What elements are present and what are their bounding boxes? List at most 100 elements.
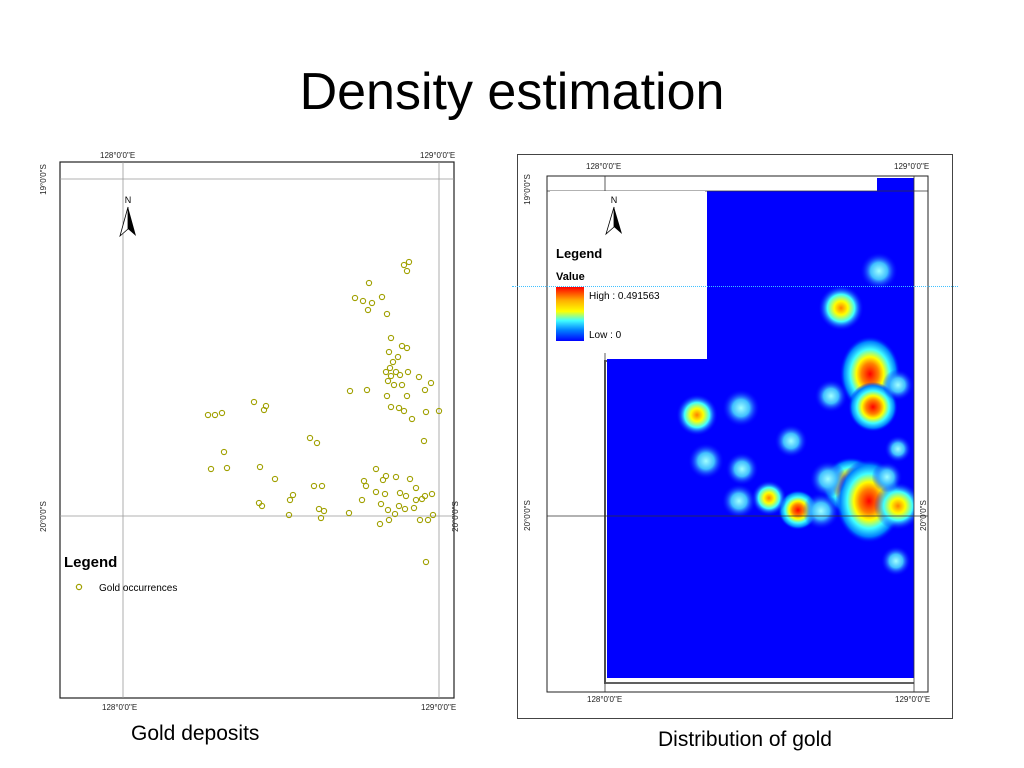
density-hotspot	[687, 442, 725, 480]
gold-occurrence-point	[363, 386, 371, 394]
gold-occurrence-point	[365, 279, 373, 287]
gold-occurrence-point	[424, 516, 432, 524]
north-arrow-icon: N	[605, 195, 622, 236]
gold-occurrence-point	[387, 403, 395, 411]
gold-occurrence-point	[389, 358, 397, 366]
guide-line	[512, 286, 958, 287]
gold-occurrence-point	[402, 492, 410, 500]
gold-occurrence-point	[260, 406, 268, 414]
gold-occurrence-point	[368, 299, 376, 307]
density-hotspot	[721, 483, 757, 519]
gold-occurrence-point	[412, 484, 420, 492]
gold-occurrence-point	[386, 364, 394, 372]
caption-gold-deposits: Gold deposits	[131, 722, 260, 745]
gold-occurrence-point	[218, 409, 226, 417]
tick-right-20: 20°0'0"S	[918, 500, 928, 531]
gold-occurrence-point	[250, 398, 258, 406]
gold-occurrence-point	[405, 258, 413, 266]
gold-occurrence-point	[415, 373, 423, 381]
tick-left-20: 20°0'0"S	[522, 500, 532, 531]
tick-top-128: 128°0'0"E	[586, 162, 622, 171]
gold-occurrence-point	[390, 381, 398, 389]
slide-title: Density estimation	[299, 63, 725, 121]
gold-occurrence-point	[404, 368, 412, 376]
gold-occurrence-point	[379, 476, 387, 484]
tick-left-19: 19°0'0"S	[38, 164, 48, 195]
gold-occurrence-point	[372, 488, 380, 496]
gold-occurrence-point	[396, 489, 404, 497]
gold-occurrence-point	[435, 407, 443, 415]
legend-low-label: Low : 0	[589, 330, 622, 341]
legend-title: Legend	[64, 554, 117, 571]
density-hotspot	[802, 492, 840, 530]
gold-occurrence-point	[385, 516, 393, 524]
gold-occurrence-point	[400, 261, 408, 269]
legend-symbol-icon	[75, 583, 83, 591]
gold-deposits-map-canvas: N Legend Gold occurrences	[59, 161, 455, 699]
gold-deposits-map: N Legend Gold occurrences 128°0'0"E 129°…	[38, 150, 470, 720]
gold-occurrence-point	[359, 297, 367, 305]
gold-occurrence-point	[401, 505, 409, 513]
gold-occurrence-point	[362, 482, 370, 490]
gold-occurrence-point	[381, 490, 389, 498]
density-surface-notch	[877, 178, 914, 191]
gold-occurrence-point	[421, 492, 429, 500]
gold-occurrence-point	[396, 371, 404, 379]
gold-occurrence-point	[372, 465, 380, 473]
density-hotspot	[884, 435, 912, 463]
legend-color-ramp	[556, 287, 584, 341]
density-hotspot	[722, 389, 760, 427]
gold-occurrence-point	[408, 415, 416, 423]
gold-occurrence-point	[391, 510, 399, 518]
gold-occurrence-point	[400, 407, 408, 415]
gold-occurrence-point	[220, 448, 228, 456]
density-hotspot	[774, 424, 808, 458]
gold-occurrence-point	[286, 496, 294, 504]
gold-occurrence-point	[382, 472, 390, 480]
gold-occurrence-point	[377, 500, 385, 508]
gold-occurrence-point	[384, 506, 392, 514]
gold-occurrence-point	[346, 387, 354, 395]
density-hotspot	[725, 452, 759, 486]
gold-occurrence-point	[223, 464, 231, 472]
gold-occurrence-point	[410, 504, 418, 512]
gold-occurrence-point	[320, 507, 328, 515]
gold-occurrence-point	[318, 482, 326, 490]
gold-occurrence-point	[398, 381, 406, 389]
gold-occurrence-point	[394, 353, 402, 361]
gold-occurrence-point	[306, 434, 314, 442]
gold-occurrence-point	[376, 520, 384, 528]
tick-top-129: 129°0'0"E	[894, 162, 930, 171]
gold-occurrence-point	[403, 267, 411, 275]
tick-right-20: 20°0'0"S	[450, 501, 460, 532]
legend-subtitle: Value	[556, 271, 585, 283]
tick-bottom-128: 128°0'0"E	[587, 695, 623, 704]
density-hotspots-layer	[676, 252, 914, 577]
gold-occurrence-point	[285, 511, 293, 519]
gold-occurrence-point	[310, 482, 318, 490]
density-hotspot	[818, 285, 864, 331]
gold-occurrence-point	[427, 379, 435, 387]
gold-occurrence-point	[383, 392, 391, 400]
legend-high-label: High : 0.491563	[589, 291, 660, 302]
gold-occurrence-point	[271, 475, 279, 483]
gold-occurrence-point	[421, 386, 429, 394]
gold-occurrence-point	[258, 502, 266, 510]
gold-occurrence-point	[385, 348, 393, 356]
gold-occurrence-point	[392, 368, 400, 376]
gold-density-map-canvas: N Legend Value High : 0.491563 Low : 0	[546, 175, 929, 693]
gold-density-map: N Legend Value High : 0.491563 Low : 0 1…	[517, 154, 953, 719]
gold-occurrence-point	[382, 368, 390, 376]
gold-occurrence-point	[420, 437, 428, 445]
gold-occurrence-point	[422, 408, 430, 416]
density-hotspot	[871, 461, 903, 493]
caption-distribution: Distribution of gold	[658, 728, 832, 751]
gold-occurrence-point	[384, 377, 392, 385]
gold-occurrence-point	[422, 558, 430, 566]
gold-occurrence-point	[364, 306, 372, 314]
gold-occurrence-point	[428, 490, 436, 498]
tick-left-20: 20°0'0"S	[38, 501, 48, 532]
map-frame	[59, 161, 455, 699]
density-hotspot	[814, 379, 848, 413]
tick-bottom-129: 129°0'0"E	[895, 695, 931, 704]
